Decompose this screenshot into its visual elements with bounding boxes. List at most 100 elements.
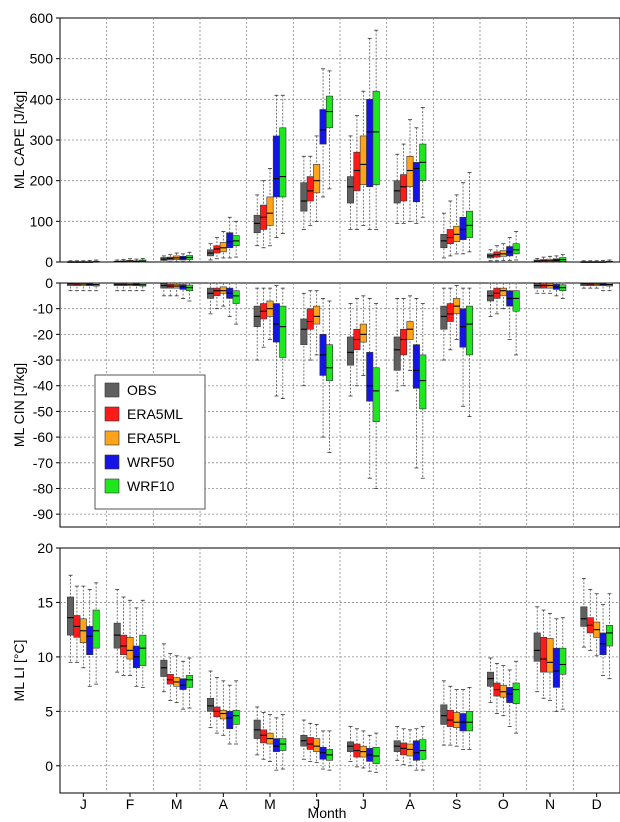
cin-box-era5ml <box>400 328 408 356</box>
cin-box-wrf50 <box>412 344 420 389</box>
cape-box-obs <box>347 176 355 204</box>
cin-ytick-label: 0 <box>45 275 53 291</box>
cin-box-obs <box>347 336 355 366</box>
cin-box-obs <box>300 318 308 345</box>
li-box-era5pl <box>453 712 461 728</box>
cape-box-obs <box>253 214 261 234</box>
cin-ytick-label: -50 <box>33 403 53 419</box>
cape-box-era5ml <box>306 176 314 202</box>
cin-ytick-label: -20 <box>33 326 53 342</box>
cape-box-era5pl <box>313 164 321 194</box>
li-box-obs <box>580 606 588 627</box>
li-box-wrf50 <box>86 626 94 656</box>
li-box-era5ml <box>446 709 454 727</box>
li-box-wrf10 <box>139 634 147 666</box>
x-tick-label: M <box>171 796 183 812</box>
cin-box-obs <box>393 336 401 371</box>
legend: OBS ERA5ML ERA5PL WRF50 WRF10 <box>94 374 206 510</box>
cape-box-obs <box>393 180 401 204</box>
cin-box-era5pl <box>359 323 367 343</box>
li-box-era5pl <box>546 638 554 673</box>
li-box-wrf50 <box>179 678 187 690</box>
cape-box-wrf10 <box>465 210 473 238</box>
legend-swatch-wrf10 <box>104 478 120 494</box>
li-box-wrf50 <box>506 687 514 703</box>
cape-ytick-label: 600 <box>30 10 54 26</box>
x-tick-label: F <box>126 796 135 812</box>
li-y-axis-label: ML LI [°C] <box>11 640 27 702</box>
x-tick-label: J <box>313 796 320 812</box>
li-ytick-label: 5 <box>45 703 53 719</box>
cin-box-wrf10 <box>512 290 520 312</box>
cin-box-wrf50 <box>272 303 280 343</box>
cape-box-era5pl <box>219 242 227 253</box>
li-box-wrf10 <box>232 709 240 725</box>
legend-label-era5ml: ERA5ML <box>127 406 183 422</box>
li-box-obs <box>440 704 448 725</box>
cin-ytick-label: -60 <box>33 429 53 445</box>
cape-box-era5ml <box>446 229 454 244</box>
cin-box-era5ml <box>446 303 454 322</box>
cape-ytick-label: 400 <box>30 91 54 107</box>
cape-box-era5pl <box>359 135 367 186</box>
cape-box-wrf50 <box>319 109 327 145</box>
cin-box-era5ml <box>306 308 314 330</box>
cin-box-wrf10 <box>325 344 333 381</box>
cape-box-era5ml <box>400 174 408 202</box>
cin-box-era5pl <box>313 305 321 325</box>
cape-ytick-label: 100 <box>30 213 54 229</box>
legend-swatch-era5pl <box>104 430 120 446</box>
li-box-era5ml <box>260 729 268 744</box>
li-box-wrf10 <box>92 609 100 649</box>
li-ytick-label: 20 <box>37 540 53 556</box>
li-box-era5ml <box>540 636 548 673</box>
cin-box-wrf10 <box>372 367 380 422</box>
x-tick-label: N <box>545 796 555 812</box>
cape-box-era5ml <box>353 151 361 192</box>
cape-box-wrf50 <box>506 246 514 257</box>
cape-box-era5pl <box>406 155 414 188</box>
cin-box-wrf50 <box>459 308 467 348</box>
li-box-wrf50 <box>272 738 280 752</box>
cape-box-wrf50 <box>366 99 374 188</box>
cin-box-wrf10 <box>279 305 287 358</box>
x-tick-label: J <box>80 796 87 812</box>
cin-box-era5pl <box>219 286 227 294</box>
x-tick-label: J <box>360 796 367 812</box>
li-panel: 0 5 10 15 20 ML LI [°C] <box>11 540 620 794</box>
li-box-obs <box>207 697 215 712</box>
legend-label-wrf10: WRF10 <box>127 478 175 494</box>
li-ytick-label: 15 <box>37 594 53 610</box>
cin-ytick-label: -40 <box>33 378 53 394</box>
li-box-wrf50 <box>412 740 420 761</box>
li-box-wrf50 <box>552 647 560 688</box>
cape-ytick-label: 300 <box>30 132 54 148</box>
legend-swatch-obs <box>104 382 120 398</box>
cape-box-wrf10 <box>372 90 380 186</box>
legend-label-era5pl: ERA5PL <box>127 430 181 446</box>
li-box-era5ml <box>120 634 128 656</box>
cape-box-wrf10 <box>512 243 520 255</box>
cape-box-era5pl <box>266 196 274 226</box>
cin-box-wrf10 <box>465 305 473 356</box>
cin-ytick-label: -30 <box>33 352 53 368</box>
x-tick-label: S <box>452 796 461 812</box>
cape-box-wrf50 <box>272 135 280 198</box>
cape-ytick-label: 0 <box>45 254 53 270</box>
li-box-wrf10 <box>605 625 613 647</box>
cin-y-axis-label: ML CIN [J/kg] <box>11 363 27 447</box>
li-box-wrf10 <box>465 711 473 732</box>
cape-box-obs <box>300 182 308 212</box>
li-box-wrf10 <box>512 682 520 705</box>
cin-box-wrf10 <box>419 354 427 410</box>
cin-box-era5ml <box>213 287 221 297</box>
li-box-wrf10 <box>185 675 193 688</box>
cin-box-wrf50 <box>366 352 374 402</box>
li-box-obs <box>67 596 75 636</box>
cin-box-era5pl <box>406 321 414 340</box>
cape-box-wrf10 <box>279 127 287 198</box>
li-ytick-label: 0 <box>45 758 53 774</box>
cape-box-wrf50 <box>412 162 420 203</box>
